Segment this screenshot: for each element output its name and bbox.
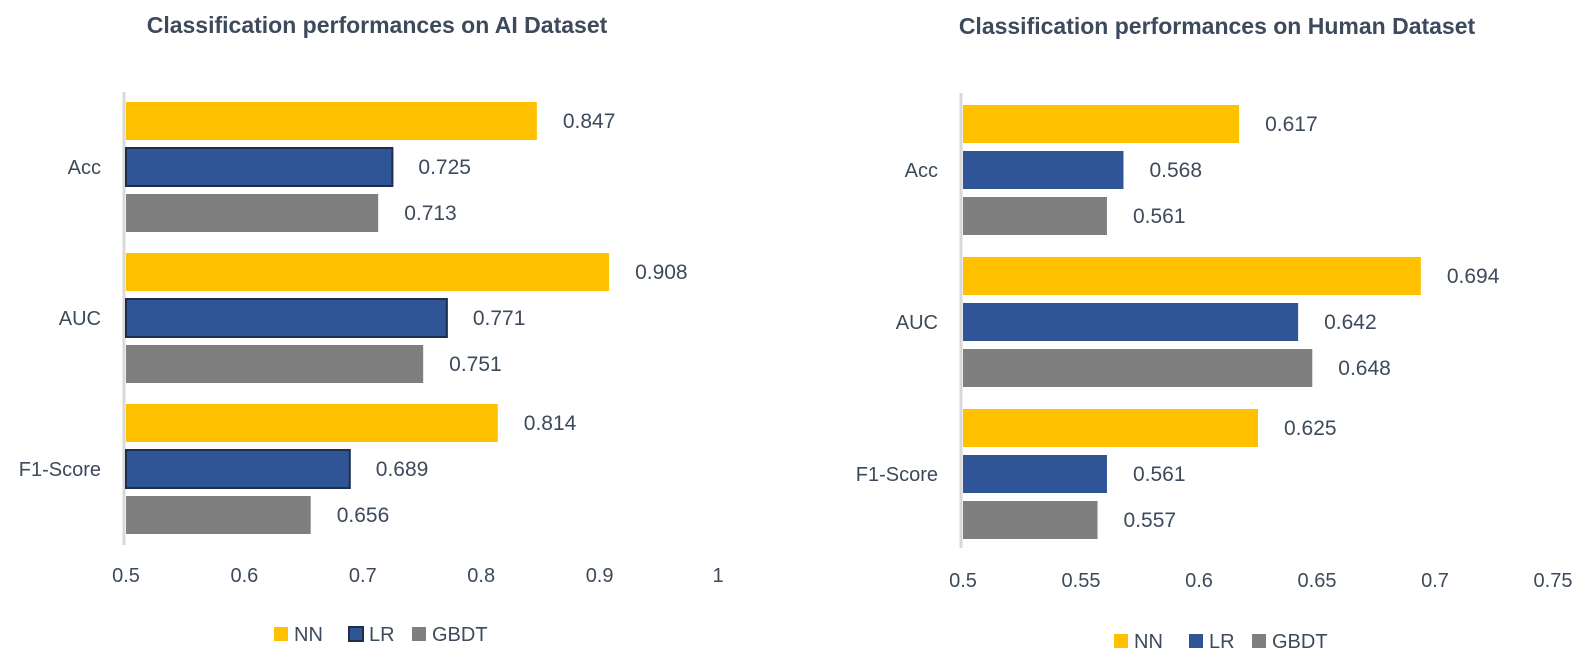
x-tick-label-human: 0.65 xyxy=(1298,570,1337,592)
bar-nn-f1-score-human xyxy=(963,409,1258,447)
legend-swatch-lr-ai xyxy=(348,626,364,642)
legend-swatch-nn-human xyxy=(1114,634,1128,648)
data-label-ai: 0.847 xyxy=(563,110,616,133)
chart-title-human: Classification performances on Human Dat… xyxy=(959,13,1476,39)
data-label-human: 0.557 xyxy=(1124,509,1177,532)
legend-swatch-gbdt-ai xyxy=(412,627,426,641)
legend-swatch-lr-human xyxy=(1189,634,1203,648)
bar-nn-auc-human xyxy=(963,257,1421,295)
data-label-ai: 0.908 xyxy=(635,261,688,284)
category-label-ai: Acc xyxy=(68,157,101,179)
data-label-ai: 0.689 xyxy=(376,458,429,481)
data-label-ai: 0.751 xyxy=(449,353,502,376)
legend-label-lr-ai: LR xyxy=(369,624,395,646)
x-tick-label-human: 0.6 xyxy=(1185,570,1213,592)
legend-label-lr-human: LR xyxy=(1209,631,1235,653)
legend-label-nn-ai: NN xyxy=(294,624,323,646)
chart-title-ai: Classification performances on AI Datase… xyxy=(147,12,608,38)
bar-lr-auc-human xyxy=(963,303,1299,341)
x-tick-label-ai: 0.5 xyxy=(112,565,140,587)
legend-label-gbdt-human: GBDT xyxy=(1272,631,1328,653)
data-label-ai: 0.814 xyxy=(524,412,577,435)
x-tick-label-human: 0.7 xyxy=(1421,570,1449,592)
data-label-ai: 0.713 xyxy=(404,202,457,225)
x-tick-label-human: 0.75 xyxy=(1534,570,1573,592)
x-tick-label-ai: 1 xyxy=(712,565,723,587)
x-tick-label-human: 0.5 xyxy=(949,570,977,592)
bar-lr-f1-score-human xyxy=(963,455,1107,493)
data-label-human: 0.694 xyxy=(1447,265,1500,288)
data-label-ai: 0.725 xyxy=(418,156,471,179)
bar-gbdt-f1-score-human xyxy=(963,501,1098,539)
category-label-human: AUC xyxy=(896,312,938,334)
bar-gbdt-acc-human xyxy=(963,197,1107,235)
bar-gbdt-auc-human xyxy=(963,349,1313,387)
bar-lr-f1-score-ai xyxy=(125,449,351,489)
bar-lr-acc-ai xyxy=(125,147,394,187)
data-label-human: 0.617 xyxy=(1265,113,1318,136)
legend-swatch-nn-ai xyxy=(274,627,288,641)
category-label-human: Acc xyxy=(905,160,938,182)
bar-nn-auc-ai xyxy=(126,253,610,291)
bar-lr-acc-human xyxy=(963,151,1124,189)
data-label-human: 0.648 xyxy=(1338,357,1391,380)
data-label-human: 0.561 xyxy=(1133,463,1186,486)
x-tick-label-ai: 0.6 xyxy=(230,565,258,587)
data-label-ai: 0.656 xyxy=(337,504,390,527)
legend-label-nn-human: NN xyxy=(1134,631,1163,653)
category-label-ai: F1-Score xyxy=(19,459,101,481)
data-label-human: 0.625 xyxy=(1284,417,1337,440)
data-label-ai: 0.771 xyxy=(473,307,526,330)
bar-nn-acc-ai xyxy=(126,102,537,140)
category-label-ai: AUC xyxy=(59,308,101,330)
bar-lr-auc-ai xyxy=(125,298,448,338)
x-tick-label-ai: 0.7 xyxy=(349,565,377,587)
x-tick-label-ai: 0.9 xyxy=(586,565,614,587)
bar-nn-f1-score-ai xyxy=(126,404,498,442)
bar-gbdt-auc-ai xyxy=(126,345,424,383)
legend-swatch-gbdt-human xyxy=(1252,634,1266,648)
data-label-human: 0.561 xyxy=(1133,205,1186,228)
data-label-human: 0.642 xyxy=(1324,311,1377,334)
bar-gbdt-f1-score-ai xyxy=(126,496,311,534)
bar-gbdt-acc-ai xyxy=(126,194,379,232)
x-tick-label-ai: 0.8 xyxy=(467,565,495,587)
legend-label-gbdt-ai: GBDT xyxy=(432,624,488,646)
category-label-human: F1-Score xyxy=(856,464,938,486)
data-label-human: 0.568 xyxy=(1149,159,1202,182)
x-tick-label-human: 0.55 xyxy=(1062,570,1101,592)
bar-nn-acc-human xyxy=(963,105,1240,143)
